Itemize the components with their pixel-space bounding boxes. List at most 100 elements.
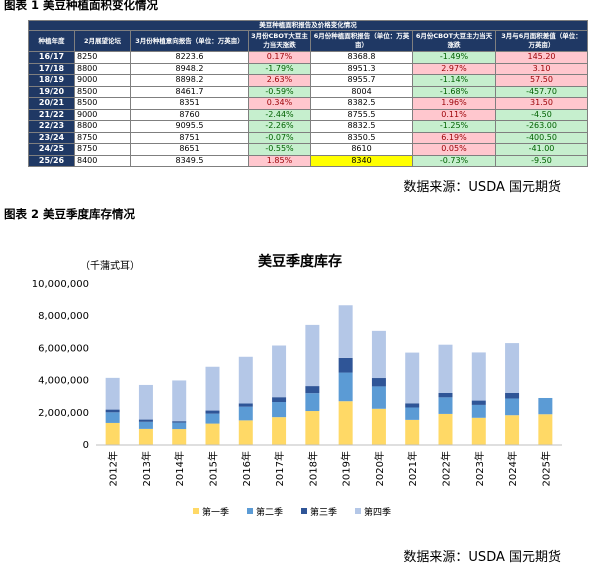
cell-mar: 8751 — [130, 131, 249, 144]
cell-mar: 8461.7 — [130, 85, 249, 98]
x-tick-label: 2015年 — [207, 451, 220, 486]
legend-swatch — [355, 508, 361, 514]
cell-year: 19/20 — [28, 85, 75, 98]
cell-jun: 8350.5 — [310, 131, 413, 144]
bar-segment-q4 — [272, 345, 287, 398]
cell-jun: 8955.7 — [310, 74, 413, 87]
cell-jun-change: 1.96% — [412, 97, 496, 110]
cell-year: 16/17 — [28, 51, 75, 64]
data-source-1: 数据来源：USDA 国元期货 — [403, 180, 561, 195]
cell-year: 23/24 — [28, 131, 75, 144]
x-axis: 2012年 2013年 2014年 2015年 2016年 2017年 2018年 2019年… — [107, 451, 553, 486]
cell-jun-change: 2.97% — [412, 62, 496, 75]
bar-segment-q1 — [238, 420, 253, 445]
bar-segment-q3 — [471, 400, 486, 405]
cell-diff: 57.50 — [494, 74, 589, 87]
cell-jun: 8340 — [310, 154, 413, 167]
x-tick-label: 2013年 — [140, 451, 153, 486]
legend-swatch — [193, 508, 199, 514]
bar-segment-q4 — [505, 343, 520, 393]
x-tick-label: 2025年 — [539, 451, 552, 486]
cell-mar: 8948.2 — [130, 62, 249, 75]
bar-segment-q3 — [172, 421, 187, 423]
table-row: 23/24 8750 8751 -0.07% 8350.5 6.19% -400… — [28, 131, 589, 144]
bar-segment-q1 — [172, 429, 187, 445]
cell-year: 22/23 — [28, 120, 75, 133]
y-tick-label: 0 — [83, 440, 89, 451]
bar-segment-q2 — [205, 413, 220, 424]
cell-year: 17/18 — [28, 62, 75, 75]
table-row: 17/18 8800 8948.2 -1.79% 8951.3 2.97% 3.… — [28, 62, 589, 75]
cell-feb: 8800 — [74, 62, 131, 75]
y-tick-label: 2,000,000 — [38, 408, 89, 419]
cell-mar-change: 0.17% — [248, 51, 311, 64]
bar-segment-q1 — [405, 419, 420, 445]
cell-mar: 8223.6 — [130, 51, 249, 64]
x-tick-label: 2022年 — [440, 451, 453, 486]
bar-segment-q1 — [505, 415, 520, 445]
x-tick-label: 2023年 — [473, 451, 486, 486]
cell-jun-change: 0.05% — [412, 143, 496, 156]
x-tick-label: 2014年 — [173, 451, 186, 486]
bar-segment-q4 — [105, 377, 120, 410]
cell-jun-change: -1.14% — [412, 74, 496, 87]
cell-jun-change: 0.11% — [412, 108, 496, 121]
bar-segment-q4 — [438, 344, 453, 393]
bar-segment-q3 — [405, 403, 420, 408]
x-tick-label: 2017年 — [273, 451, 286, 486]
figure-caption-2: 图表 2 美豆季度库存情况 — [4, 207, 136, 221]
bar-segment-q1 — [371, 408, 386, 445]
cell-year: 20/21 — [28, 97, 75, 110]
cell-mar-change: 2.63% — [248, 74, 311, 87]
legend-label: 第二季 — [256, 506, 283, 518]
col-header-jun-change: 6月份CBOT大豆主力当天涨跌 — [412, 30, 496, 52]
y-axis-unit: （千蒲式耳） — [80, 259, 140, 272]
cell-mar-change: -0.55% — [248, 143, 311, 156]
bar-segment-q1 — [205, 423, 220, 445]
cell-jun: 8610 — [310, 143, 413, 156]
figure-caption-1: 图表 1 美豆种植面积变化情况 — [4, 0, 159, 12]
y-tick-label: 4,000,000 — [38, 376, 89, 387]
table-row: 25/26 8400 8349.5 1.85% 8340 -0.73% -9.5… — [28, 154, 589, 167]
cell-mar-change: -2.44% — [248, 108, 311, 121]
bar-segment-q3 — [505, 392, 520, 399]
cell-feb: 9000 — [74, 108, 131, 121]
bar-segment-q2 — [371, 386, 386, 409]
table-row: 19/20 8500 8461.7 -0.59% 8004 -1.68% -45… — [28, 85, 589, 98]
bar-segment-q1 — [305, 411, 320, 445]
col-header-mar-change: 3月份CBOT大豆主力当天涨跌 — [248, 30, 311, 52]
cell-mar-change: -2.26% — [248, 120, 311, 133]
x-tick-label: 2021年 — [406, 451, 419, 486]
cell-feb: 8500 — [74, 97, 131, 110]
table-row: 16/17 8250 8223.6 0.17% 8368.8 -1.49% 14… — [28, 51, 589, 64]
bar-segment-q2 — [471, 404, 486, 418]
cell-diff: -4.50 — [494, 108, 589, 121]
table-row: 24/25 8750 8651 -0.55% 8610 0.05% -41.00 — [28, 143, 589, 156]
bar-segment-q3 — [105, 409, 120, 413]
y-tick-label: 10,000,000 — [32, 279, 89, 290]
x-tick-label: 2016年 — [240, 451, 253, 486]
bar-segment-q3 — [205, 410, 220, 414]
bar-segment-q2 — [172, 422, 187, 430]
cell-jun: 8755.5 — [310, 108, 413, 121]
bar-segment-q4 — [305, 324, 320, 387]
cell-mar: 8349.5 — [130, 154, 249, 167]
cell-jun-change: -1.25% — [412, 120, 496, 133]
bar-segment-q1 — [105, 422, 120, 445]
cell-mar-change: 0.34% — [248, 97, 311, 110]
bar-segment-q1 — [438, 413, 453, 445]
legend-label: 第四季 — [364, 506, 391, 518]
x-tick-label: 2020年 — [373, 451, 386, 486]
cell-jun: 8832.5 — [310, 120, 413, 133]
bar-segment-q3 — [138, 419, 153, 422]
stock-chart: 美豆季度库存 （千蒲式耳） 0 2,000,000 4,000,000 6,000,0… — [32, 253, 562, 518]
bar-segment-q2 — [538, 397, 553, 415]
data-source-2: 数据来源：USDA 国元期货 — [403, 550, 561, 565]
bar-segment-q1 — [538, 414, 553, 445]
bar-segment-q3 — [371, 378, 386, 387]
col-header-feb: 2月展望论坛 — [74, 30, 131, 52]
table-title: 美豆种植面积报告及价格变化情况 — [27, 20, 589, 31]
cell-diff: 145.20 — [494, 51, 589, 64]
cell-feb: 8250 — [74, 51, 131, 64]
bar-segment-q4 — [371, 330, 386, 379]
